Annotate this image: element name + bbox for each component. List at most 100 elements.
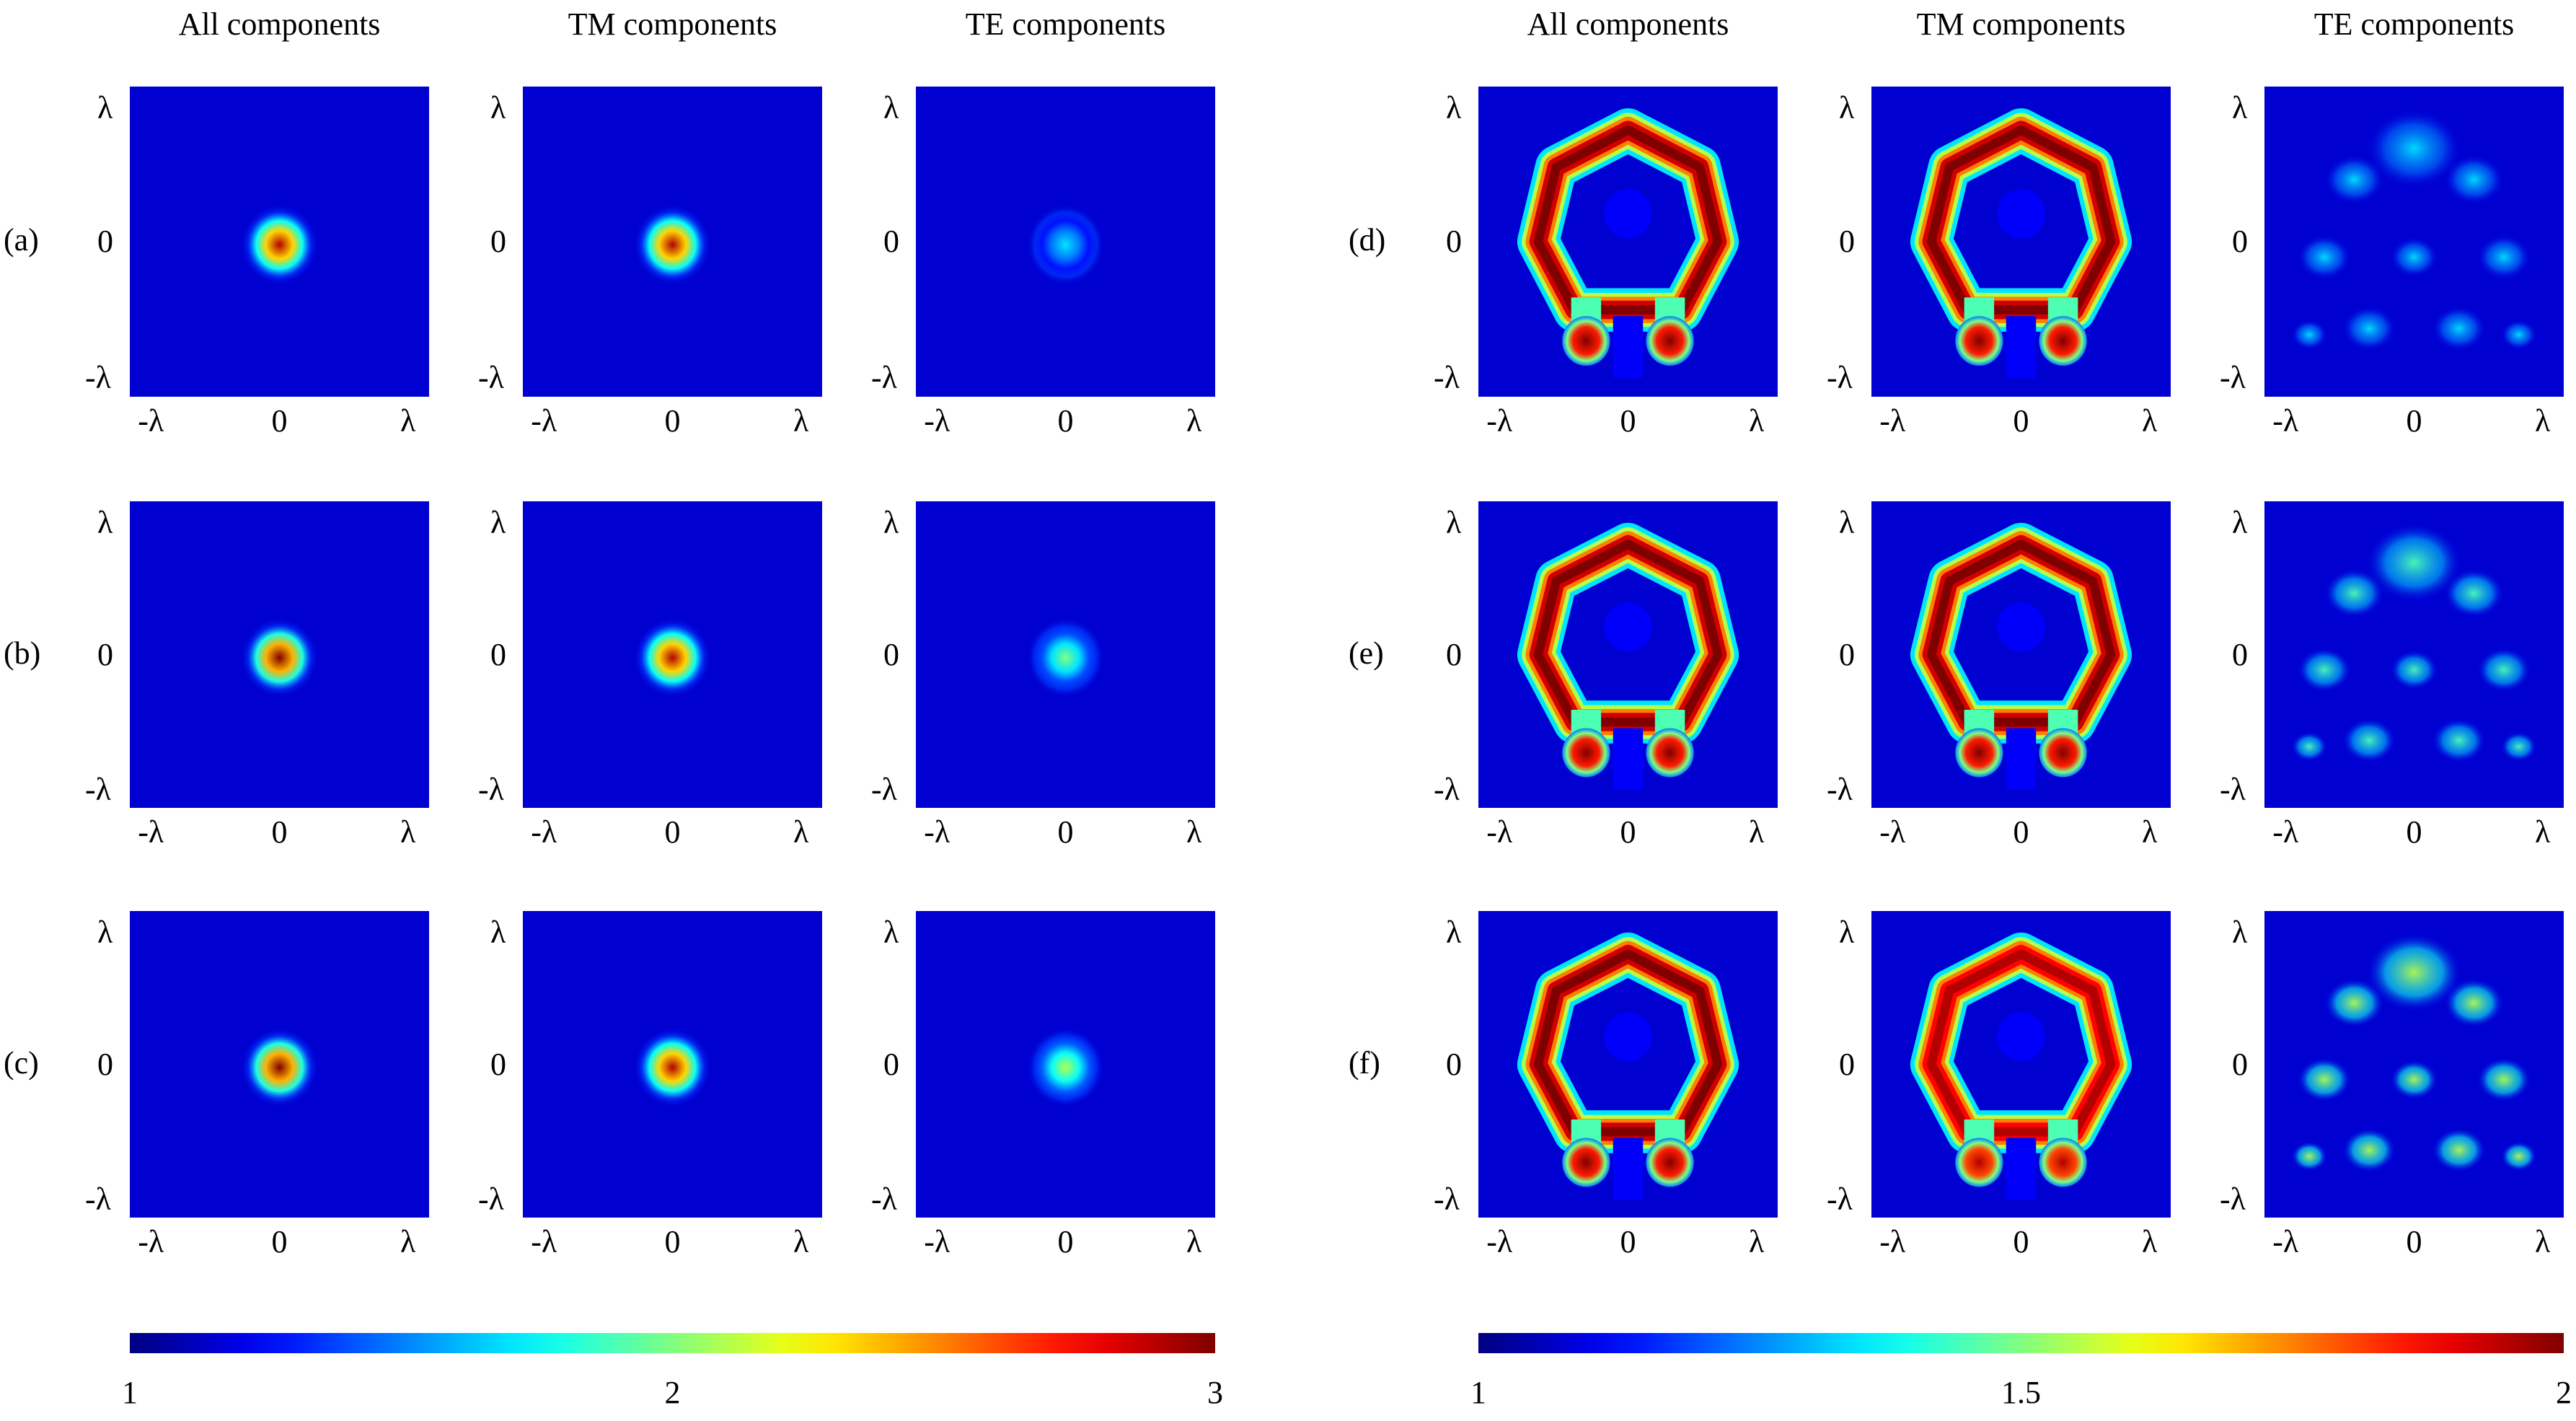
x-tick-label: 0 [2013,403,2029,439]
y-tick-label: λ [1839,90,1855,126]
y-tick-label: -λ [1434,771,1460,807]
x-tick-label: 0 [2013,1224,2029,1259]
y-tick-label: λ [883,914,899,950]
x-tick-label: 0 [2406,403,2422,439]
intensity-map [1871,501,2171,808]
x-tick-label: λ [400,403,416,439]
heatmap-panel [1871,911,2171,1218]
x-tick-label: -λ [138,403,164,439]
x-tick-label: λ [793,403,809,439]
y-tick-label: -λ [478,771,504,807]
x-tick-label: -λ [531,814,557,850]
x-tick-label: 0 [664,403,681,439]
y-tick-label: 0 [490,224,506,259]
colorbar-tick-label: 1.5 [2001,1375,2041,1410]
colorbar-tick-label: 1 [122,1375,138,1410]
x-tick-label: λ [400,814,416,850]
focal-spot [1026,617,1105,698]
y-tick-label: 0 [883,1046,899,1082]
heatmap-panel [130,87,429,397]
y-tick-label: λ [97,914,113,950]
heatmap-panel [916,87,1215,397]
left-foot-spot [1562,728,1610,778]
y-tick-label: 0 [97,636,113,672]
y-tick-label: λ [97,504,113,540]
x-tick-label: -λ [2272,403,2299,439]
intensity-map [523,87,822,397]
x-tick-label: -λ [924,814,950,850]
x-tick-label: λ [1186,403,1202,439]
y-tick-label: λ [883,504,899,540]
x-tick-label: 0 [1057,403,1074,439]
y-tick-label: 0 [1839,224,1855,259]
x-tick-label: 0 [1057,1224,1074,1259]
colorbar-left [130,1333,1215,1353]
intensity-map [916,87,1215,397]
x-tick-label: λ [2141,1224,2158,1259]
x-tick-label: 0 [2406,814,2422,850]
heatmap-panel [130,911,429,1218]
focal-spot [633,617,712,698]
x-tick-label: 0 [1057,814,1074,850]
y-tick-label: λ [2232,90,2248,126]
intensity-map [1871,87,2171,397]
y-tick-label: λ [1839,914,1855,950]
y-tick-label: -λ [478,1181,504,1217]
y-tick-label: 0 [2232,636,2248,672]
x-tick-label: λ [2141,814,2158,850]
y-tick-label: 0 [1839,636,1855,672]
y-tick-label: 0 [490,1046,506,1082]
intensity-map [1871,911,2171,1218]
left-foot-spot [1955,728,2003,778]
y-tick-label: 0 [883,636,899,672]
focal-spot [1026,1027,1105,1107]
heatmap-panel [2264,501,2564,808]
focal-spot [633,1027,712,1107]
heatmap-panel [1478,911,1778,1218]
intensity-map [916,501,1215,808]
right-foot-spot [2039,316,2087,366]
right-foot-spot [1646,728,1694,778]
y-tick-label: -λ [2220,1181,2246,1217]
y-tick-label: λ [1446,90,1462,126]
y-tick-label: λ [490,914,506,950]
y-tick-label: λ [1446,504,1462,540]
intensity-map [523,911,822,1218]
row-label: (b) [4,635,41,671]
heatmap-panel [1871,87,2171,397]
x-tick-label: -λ [1486,1224,1513,1259]
x-tick-label: -λ [1879,814,1906,850]
heatmap-panel [2264,911,2564,1218]
y-tick-label: -λ [1827,771,1853,807]
y-tick-label: -λ [1434,1181,1460,1217]
y-tick-label: λ [2232,504,2248,540]
x-tick-label: λ [2534,1224,2551,1259]
y-tick-label: λ [2232,914,2248,950]
x-tick-label: 0 [271,814,288,850]
colorbar-tick-label: 2 [2556,1375,2572,1410]
y-tick-label: -λ [871,771,897,807]
x-tick-label: 0 [1620,403,1636,439]
x-tick-label: -λ [2272,1224,2299,1259]
left-foot-spot [1562,1138,1610,1187]
y-tick-label: -λ [1827,360,1853,396]
x-tick-label: -λ [138,814,164,850]
row-label: (a) [4,222,39,258]
intensity-map [130,87,429,397]
column-header-right-2: TM components [1916,6,2126,42]
left-foot-spot [1955,316,2003,366]
y-tick-label: -λ [85,360,111,396]
x-tick-label: -λ [2272,814,2299,850]
y-tick-label: -λ [871,1181,897,1217]
y-tick-label: -λ [1434,360,1460,396]
column-header-left-1: All components [178,6,381,42]
y-tick-label: -λ [871,360,897,396]
y-tick-label: λ [1839,504,1855,540]
y-tick-label: 0 [97,224,113,259]
heatmap-panel [523,911,822,1218]
x-tick-label: λ [1186,1224,1202,1259]
y-tick-label: λ [490,504,506,540]
colorbar-tick-label: 3 [1207,1375,1223,1410]
y-tick-label: λ [97,90,113,126]
heatmap-panel [916,501,1215,808]
